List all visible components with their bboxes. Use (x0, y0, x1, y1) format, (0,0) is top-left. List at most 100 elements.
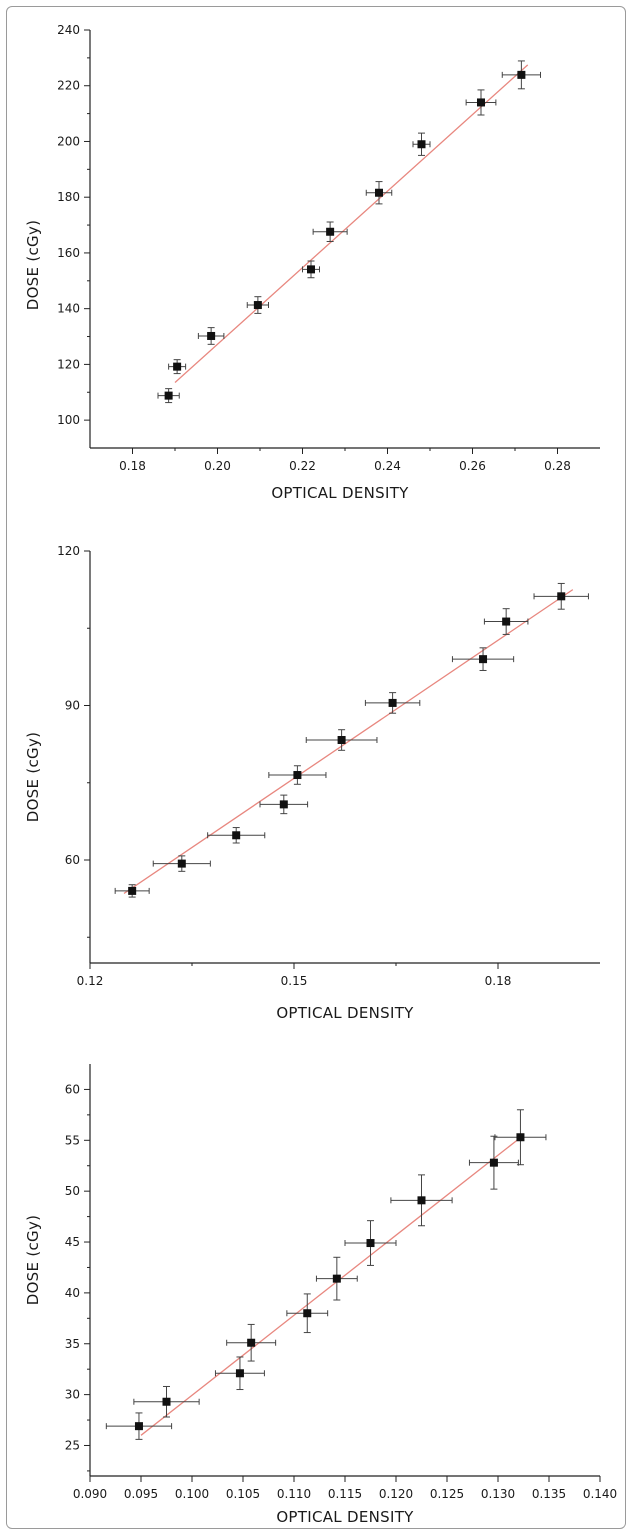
chart-2-data-point (364, 692, 421, 714)
chart-2-y-axis-title: DOSE (cGy) (24, 732, 42, 823)
chart-3-y-axis-title: DOSE (cGy) (24, 1215, 42, 1306)
figure-frame (6, 6, 626, 1529)
chart-3-y-tick-label: 55 (65, 1133, 80, 1147)
chart-1-x-tick-label: 0.22 (289, 459, 316, 473)
chart-1-data-point (501, 60, 541, 90)
chart-3-data-point (315, 1256, 358, 1301)
chart-2-x-tick-label: 0.15 (281, 974, 308, 988)
chart-3-x-tick-label: 0.105 (226, 1487, 260, 1501)
chart-2-data-point (533, 582, 589, 610)
calibration-chart-3: OPTICAL DENSITY DOSE (cGy) 0.090 0.095 0.1… (24, 1064, 617, 1526)
chart-2-data-point (259, 794, 309, 815)
chart-1-y-tick-label: 200 (57, 134, 80, 148)
chart-1-y-tick-label: 160 (57, 246, 80, 260)
square-marker (173, 362, 182, 371)
square-marker (479, 655, 488, 664)
chart-3-data-point (105, 1412, 173, 1440)
square-marker (232, 831, 241, 840)
chart-2-y-tick-label: 120 (57, 544, 80, 558)
square-marker (303, 1309, 312, 1318)
chart-2-data-point (268, 765, 327, 785)
chart-1-x-tick-label: 0.20 (204, 459, 231, 473)
square-marker (253, 301, 262, 310)
calibration-chart-2: OPTICAL DENSITY DOSE (cGy) 0.12 0.15 0.18 6… (24, 544, 600, 1022)
chart-3-x-tick-label: 0.095 (124, 1487, 158, 1501)
chart-3-x-tick-label: 0.115 (328, 1487, 362, 1501)
square-marker (134, 1422, 143, 1431)
square-marker (489, 1158, 498, 1167)
square-marker (388, 698, 397, 707)
chart-3-y-tick-label: 35 (65, 1337, 80, 1351)
square-marker (279, 800, 288, 809)
chart-3-data-point (133, 1385, 200, 1418)
chart-3-data-point (468, 1135, 519, 1190)
chart-1-data-point (157, 388, 180, 404)
chart-3-data-point (214, 1356, 265, 1391)
chart-3-data-point (494, 1109, 547, 1166)
square-marker (164, 391, 173, 400)
chart-3-y-tick-label: 60 (65, 1082, 80, 1096)
chart-3-x-tick-label: 0.130 (481, 1487, 515, 1501)
chart-2-x-tick-label: 0.18 (485, 974, 512, 988)
chart-2-data-point (451, 647, 515, 671)
chart-2-x-tick-label: 0.12 (77, 974, 104, 988)
chart-1-x-tick-label: 0.24 (374, 459, 401, 473)
chart-1-fit-line (174, 64, 529, 383)
chart-1-y-axis-title: DOSE (cGy) (24, 220, 42, 311)
chart-1-y-tick-label: 220 (57, 79, 80, 93)
chart-1-x-tick-label: 0.26 (459, 459, 486, 473)
square-marker (177, 859, 186, 868)
chart-3-x-tick-label: 0.110 (277, 1487, 311, 1501)
chart-3-data-point (286, 1293, 329, 1334)
chart-1-y-tick-label: 140 (57, 302, 80, 316)
square-marker (417, 140, 426, 149)
chart-3-x-tick-label: 0.125 (430, 1487, 464, 1501)
chart-1-x-tick-label: 0.28 (544, 459, 571, 473)
chart-3-data-point (344, 1220, 397, 1266)
square-marker (332, 1274, 341, 1283)
square-marker (417, 1196, 426, 1205)
chart-1-data-point (465, 89, 497, 116)
square-marker (516, 1133, 525, 1142)
chart-3-y-tick-label: 40 (65, 1286, 80, 1300)
chart-2-y-tick-label: 60 (65, 853, 80, 867)
square-marker (162, 1397, 171, 1406)
square-marker (293, 771, 302, 780)
chart-3-data-point (390, 1174, 453, 1227)
square-marker (337, 736, 346, 745)
chart-1-data-point (412, 132, 431, 156)
chart-1-y-tick-label: 100 (57, 413, 80, 427)
chart-1-y-tick-label: 180 (57, 190, 80, 204)
chart-2-data-point (305, 729, 378, 751)
chart-3-x-tick-label: 0.100 (175, 1487, 209, 1501)
chart-1-data-point (312, 221, 348, 243)
chart-3-y-tick-label: 25 (65, 1438, 80, 1452)
square-marker (235, 1369, 244, 1378)
square-marker (557, 592, 566, 601)
square-marker (207, 331, 216, 340)
square-marker (502, 617, 511, 626)
calibration-chart-1: OPTICAL DENSITY DOSE (cGy) 0.18 0.20 0.22 0… (24, 23, 600, 502)
chart-1-data-point (365, 181, 393, 205)
square-marker (326, 227, 335, 236)
square-marker (128, 886, 137, 895)
square-marker (247, 1338, 256, 1347)
chart-1-y-tick-label: 240 (57, 23, 80, 37)
chart-3-y-tick-label: 50 (65, 1184, 80, 1198)
chart-3-y-tick-label: 30 (65, 1388, 80, 1402)
chart-3-x-tick-label: 0.135 (532, 1487, 566, 1501)
chart-1-data-point (197, 327, 225, 345)
chart-3-fit-line (140, 1134, 524, 1436)
chart-1-data-point (246, 296, 269, 314)
square-marker (477, 98, 485, 107)
square-marker (375, 188, 383, 197)
chart-2-fit-line (123, 589, 574, 895)
chart-2-data-point (207, 827, 266, 844)
square-marker (517, 70, 526, 79)
chart-1-x-axis-title: OPTICAL DENSITY (271, 484, 409, 502)
chart-2-y-tick-label: 90 (65, 699, 80, 713)
square-marker (366, 1239, 375, 1248)
chart-1-y-tick-label: 120 (57, 357, 80, 371)
chart-1-data-point (302, 260, 320, 279)
chart-3-x-tick-label: 0.140 (583, 1487, 617, 1501)
